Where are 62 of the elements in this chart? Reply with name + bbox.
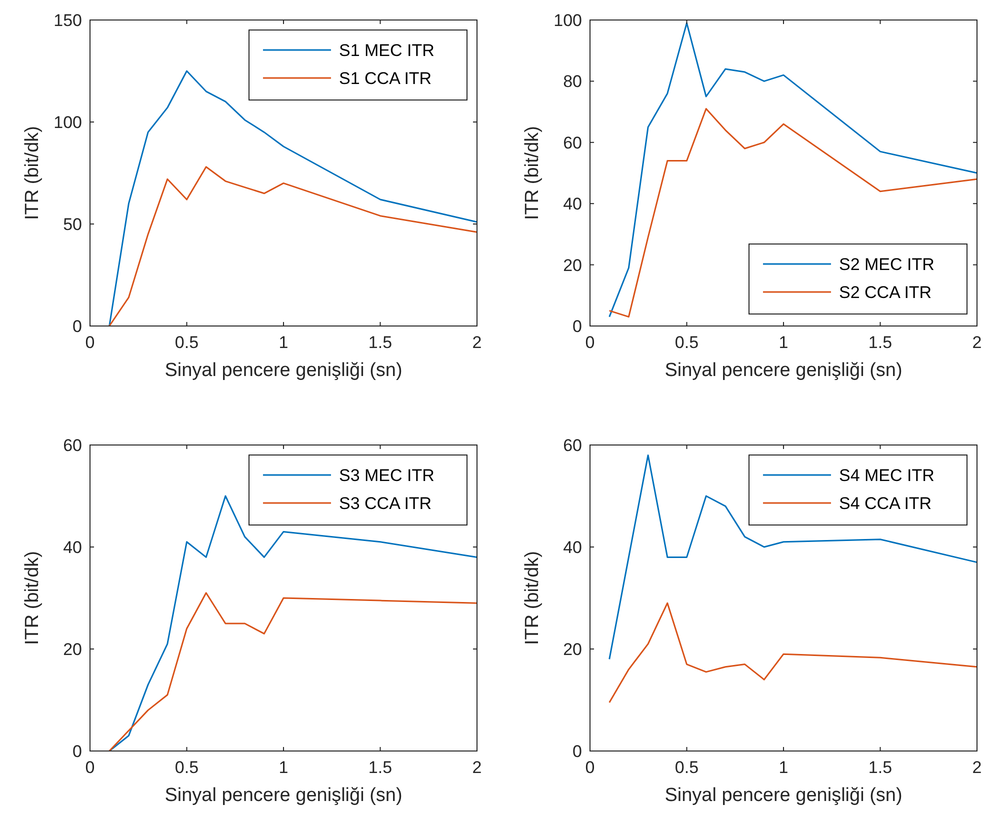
y-tick-label: 0 <box>572 317 582 336</box>
x-tick-label: 1 <box>778 333 788 352</box>
y-tick-label: 150 <box>54 11 82 30</box>
x-tick-label: 0.5 <box>674 333 699 352</box>
y-tick-label: 40 <box>63 538 82 557</box>
line-series <box>108 70 478 327</box>
x-tick-label: 1.5 <box>868 758 892 777</box>
x-tick-label: 1 <box>778 758 788 777</box>
x-axis-title: Sinyal pencere genişliği (sn) <box>164 360 402 381</box>
x-tick-label: 2 <box>972 758 982 777</box>
x-tick-label: 0 <box>85 758 95 777</box>
y-tick-label: 60 <box>563 436 582 455</box>
y-tick-label: 60 <box>63 436 82 455</box>
line-series <box>608 454 978 660</box>
y-tick-label: 0 <box>72 742 82 761</box>
line-series <box>608 602 978 704</box>
x-tick-label: 2 <box>472 758 482 777</box>
x-tick-label: 1.5 <box>368 758 392 777</box>
x-tick-label: 0.5 <box>674 758 699 777</box>
line-series <box>108 592 478 752</box>
legend-label: S3 MEC ITR <box>339 466 434 485</box>
legend-label: S4 CCA ITR <box>839 494 932 513</box>
legend-label: S2 MEC ITR <box>839 255 934 274</box>
y-axis-title: ITR (bit/dk) <box>22 126 43 220</box>
x-axis-title: Sinyal pencere genişliği (sn) <box>664 785 902 806</box>
x-tick-label: 1 <box>278 758 288 777</box>
y-tick-label: 20 <box>563 640 582 659</box>
x-axis-title: Sinyal pencere genişliği (sn) <box>164 785 402 806</box>
legend-label: S4 MEC ITR <box>839 466 934 485</box>
legend-label: S2 CCA ITR <box>839 283 932 302</box>
y-tick-label: 60 <box>563 133 582 152</box>
y-axis-title: ITR (bit/dk) <box>22 551 43 645</box>
y-tick-label: 100 <box>554 11 582 30</box>
x-tick-label: 0 <box>585 758 595 777</box>
line-series <box>108 495 478 752</box>
y-axis-title: ITR (bit/dk) <box>522 551 543 645</box>
y-tick-label: 0 <box>72 317 82 336</box>
legend-label: S3 CCA ITR <box>339 494 432 513</box>
x-tick-label: 2 <box>972 333 982 352</box>
x-tick-label: 1.5 <box>368 333 392 352</box>
x-tick-label: 1.5 <box>868 333 892 352</box>
y-tick-label: 0 <box>572 742 582 761</box>
y-tick-label: 80 <box>563 72 582 92</box>
line-series <box>108 166 478 327</box>
y-tick-label: 20 <box>63 640 82 659</box>
legend-label: S1 MEC ITR <box>339 41 434 60</box>
x-tick-label: 0.5 <box>174 758 199 777</box>
y-tick-label: 40 <box>563 538 582 557</box>
x-axis-title: Sinyal pencere genişliği (sn) <box>664 360 902 381</box>
y-tick-label: 50 <box>63 215 82 234</box>
y-tick-label: 20 <box>563 256 582 275</box>
legend-label: S1 CCA ITR <box>339 69 432 88</box>
x-tick-label: 0 <box>585 333 595 352</box>
y-axis-title: ITR (bit/dk) <box>522 126 543 220</box>
line-series <box>608 22 978 318</box>
y-tick-label: 100 <box>54 113 82 132</box>
y-tick-label: 40 <box>563 194 582 214</box>
x-tick-label: 0.5 <box>174 333 199 352</box>
x-tick-label: 1 <box>278 333 288 352</box>
line-series <box>608 108 978 318</box>
x-tick-label: 0 <box>85 333 95 352</box>
x-tick-label: 2 <box>472 333 482 352</box>
